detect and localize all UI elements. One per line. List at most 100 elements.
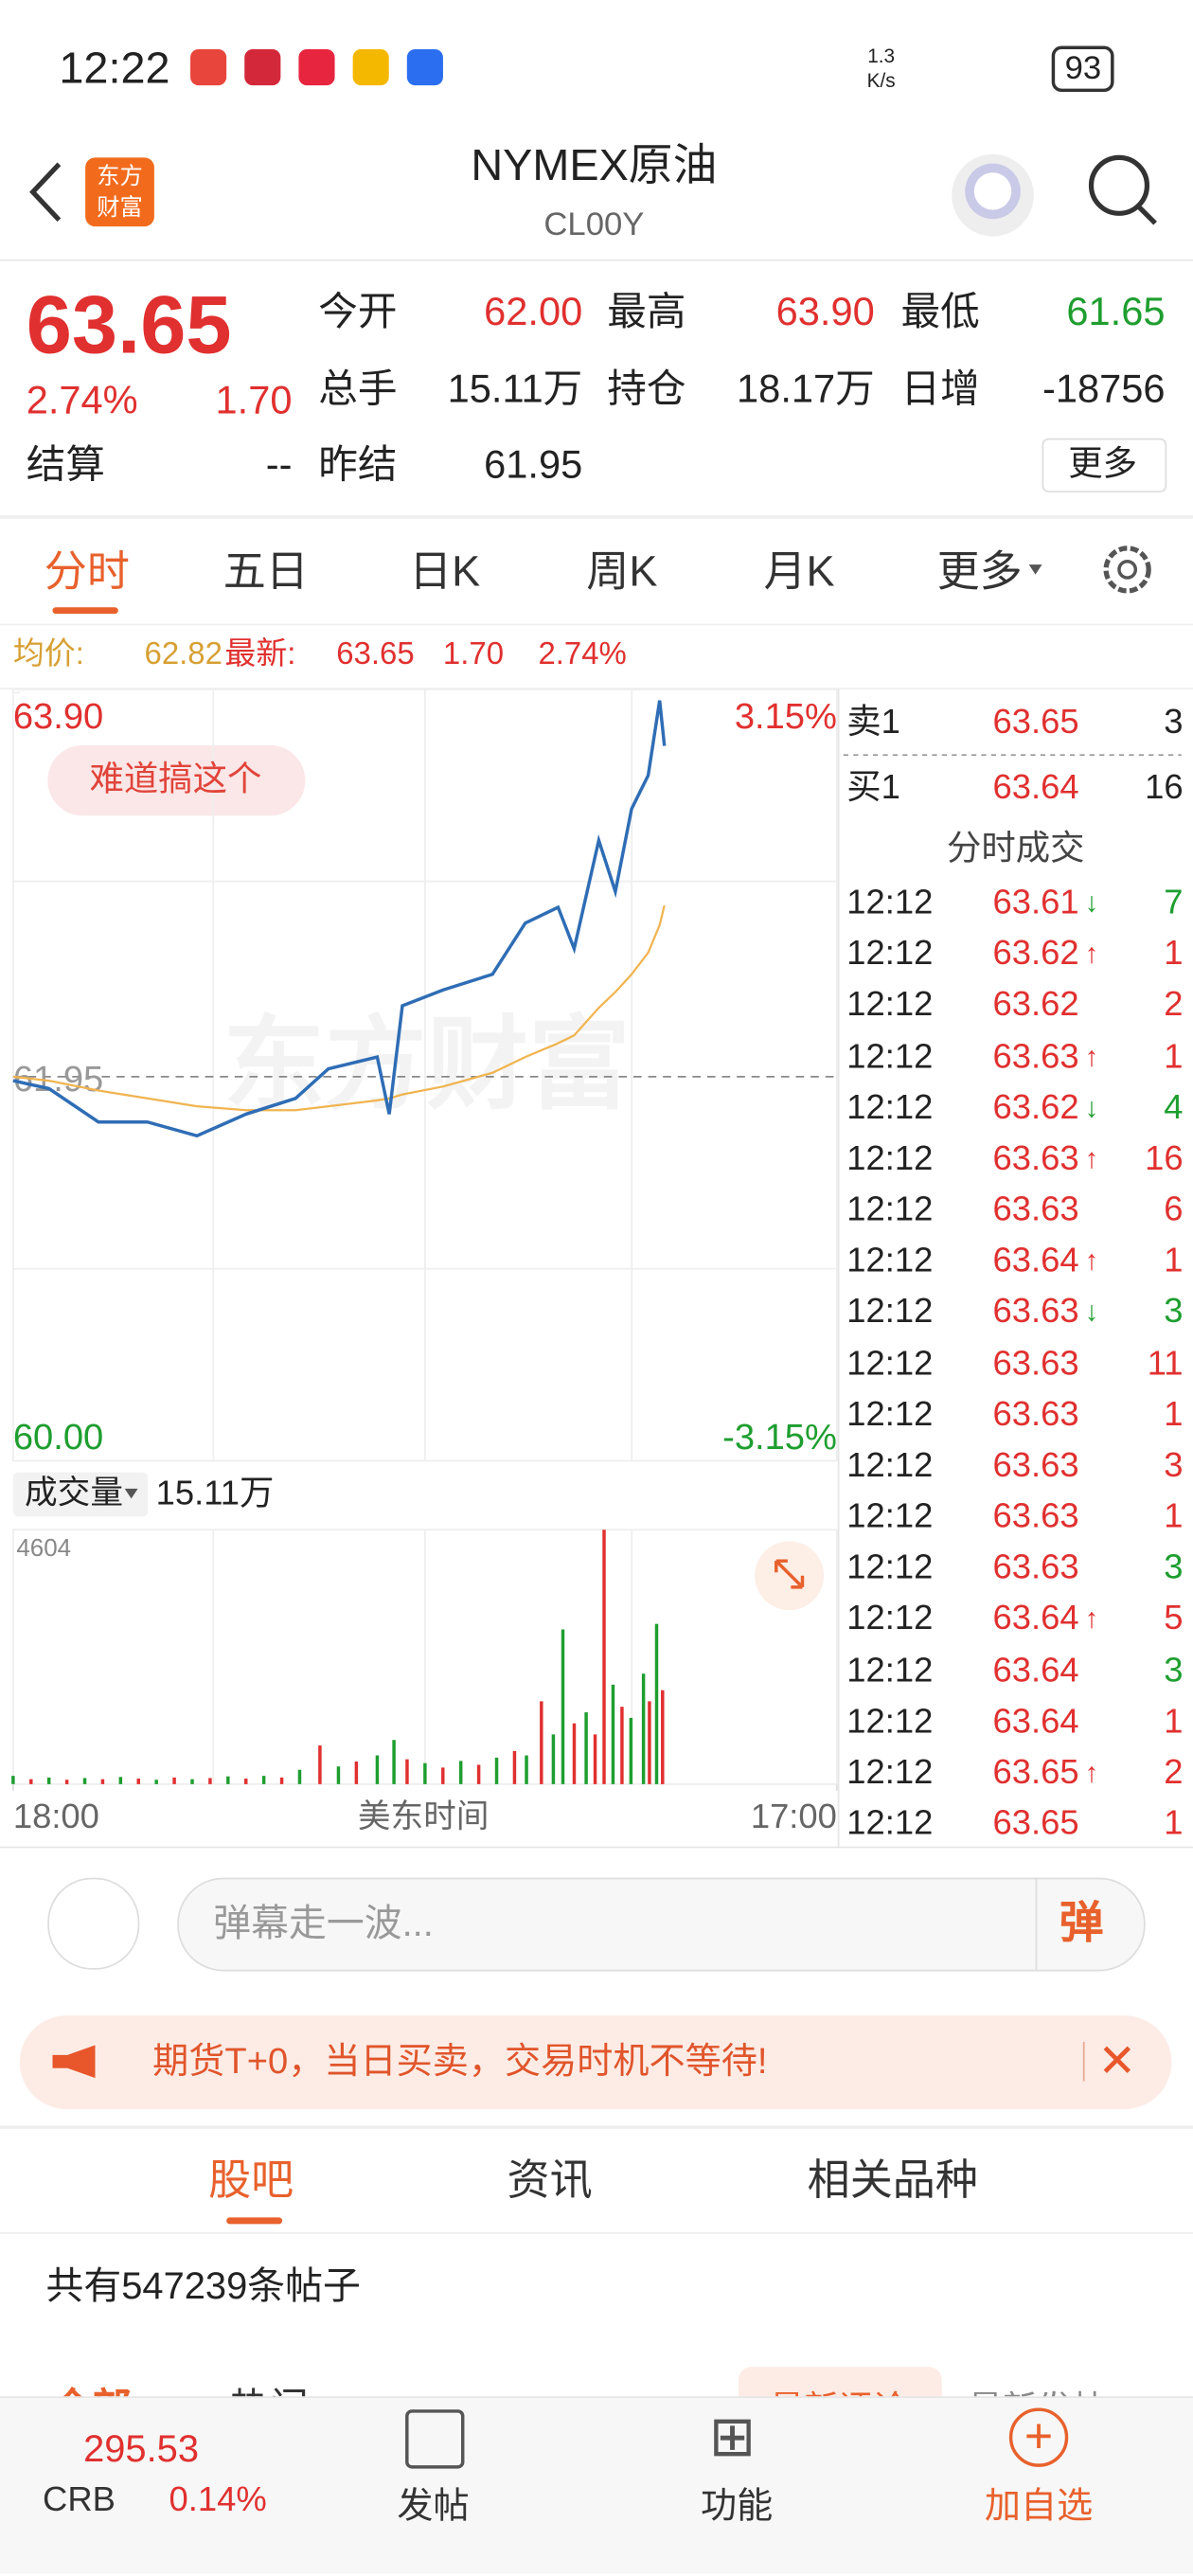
add-icon[interactable]: + <box>1008 2407 1069 2467</box>
volume-bar <box>336 1766 341 1784</box>
trade-price: 63.61 <box>992 884 1079 922</box>
trade-price: 63.63 <box>992 1395 1079 1434</box>
divider <box>0 2125 1193 2129</box>
volume-bar <box>476 1764 481 1784</box>
net-speed: K/s <box>866 68 896 93</box>
field-value: 62.00 <box>484 290 583 335</box>
index-value[interactable]: 295.53 <box>83 2426 200 2470</box>
volume-bar <box>661 1690 665 1784</box>
trade-price: 63.62 <box>992 935 1079 974</box>
volume-bar <box>602 1530 606 1784</box>
banner-bg[interactable] <box>19 2015 1172 2110</box>
trade-arrow: ↓ <box>1084 1296 1099 1328</box>
trade-time: 12:12 <box>846 1446 934 1485</box>
field-label: 今开 <box>318 290 398 335</box>
volume-bar <box>244 1779 248 1784</box>
trade-arrow: ↑ <box>1084 1142 1099 1174</box>
banner-text[interactable]: 期货T+0，当日买卖，交易时机不等待! <box>152 2040 768 2082</box>
more-button[interactable] <box>1042 438 1167 492</box>
volume-bar <box>82 1778 87 1784</box>
tab[interactable]: 月K <box>763 546 835 597</box>
trade-time: 12:12 <box>846 1548 934 1587</box>
trade-volume: 6 <box>1164 1190 1184 1229</box>
trade-volume: 16 <box>1145 1139 1184 1178</box>
trade-time: 12:12 <box>846 1088 934 1127</box>
trade-time: 12:12 <box>846 1395 934 1434</box>
section-tab[interactable]: 相关品种 <box>807 2155 978 2205</box>
trade-arrow: ↑ <box>1084 1603 1099 1635</box>
logo-text[interactable]: 财富 <box>97 193 143 221</box>
divider <box>0 2232 1193 2234</box>
notification-icon <box>352 48 389 86</box>
post-icon[interactable] <box>405 2409 465 2469</box>
comment-icon[interactable] <box>47 1877 140 1970</box>
trade-time: 12:12 <box>846 1139 934 1178</box>
volume-bar <box>118 1777 123 1784</box>
logo[interactable] <box>85 157 154 227</box>
back-icon <box>29 162 62 223</box>
value: -- <box>265 442 293 488</box>
nav-item[interactable]: 加自选 <box>984 2484 1094 2527</box>
close-button[interactable] <box>1082 2041 1085 2082</box>
trade-time: 12:12 <box>846 1344 934 1383</box>
change: 1.70 <box>215 379 293 424</box>
volume-bar <box>540 1701 543 1784</box>
trade-price: 63.63 <box>992 1344 1079 1383</box>
trade-time: 12:12 <box>846 1293 934 1332</box>
tab[interactable]: 日K <box>409 546 481 597</box>
change: 1.70 <box>442 637 505 672</box>
avg-line <box>12 904 666 1112</box>
search-icon <box>1136 205 1157 225</box>
tab[interactable]: 更多 <box>936 546 1023 597</box>
book-price: 63.64 <box>992 768 1079 807</box>
trade-volume: 1 <box>1164 1497 1184 1536</box>
nav-item[interactable]: 功能 <box>701 2484 774 2527</box>
volume-selector[interactable] <box>12 1472 148 1517</box>
close-icon[interactable]: ✕ <box>1097 2035 1137 2086</box>
volume-total: 15.11万 <box>155 1475 275 1513</box>
volume-label[interactable]: 成交量 <box>24 1476 123 1512</box>
x-tick-label: 18:00 <box>13 1797 99 1835</box>
field-label: 昨结 <box>318 442 398 488</box>
danmaku-button[interactable]: 弹 <box>1059 1898 1104 1948</box>
section-tab[interactable]: 股吧 <box>208 2155 294 2205</box>
trade-price: 63.65 <box>992 1753 1079 1792</box>
section-tab[interactable]: 资讯 <box>507 2155 593 2205</box>
field-value: 61.95 <box>484 442 583 488</box>
function-icon[interactable]: ⊞ <box>708 2406 757 2469</box>
section-underline <box>226 2217 283 2225</box>
volume-bar <box>261 1776 266 1784</box>
index-pct[interactable]: 0.14% <box>169 2480 267 2519</box>
avatar[interactable] <box>952 153 1034 237</box>
divider <box>0 515 1193 519</box>
notification-icon <box>406 48 443 86</box>
bubble-text[interactable]: 难道搞这个 <box>89 760 262 799</box>
more-button-text[interactable]: 更多 <box>1068 445 1138 484</box>
latest: 63.65 <box>336 637 415 672</box>
index-name[interactable]: CRB <box>43 2480 116 2519</box>
volume-bar <box>64 1780 69 1784</box>
book-volume: 3 <box>1164 703 1184 742</box>
trade-price: 63.63 <box>992 1497 1079 1536</box>
comment-input[interactable] <box>177 1877 1146 1972</box>
latest-label: 最新: <box>224 637 296 672</box>
pct-label: 3.15% <box>735 696 837 737</box>
volume-bar <box>629 1717 633 1784</box>
volume-bar <box>392 1740 396 1784</box>
trade-arrow: ↑ <box>1084 1040 1099 1072</box>
trade-price: 63.62 <box>992 986 1079 1025</box>
bubble[interactable] <box>47 744 306 816</box>
volume-bar <box>46 1777 51 1784</box>
tab[interactable]: 分时 <box>44 546 130 597</box>
notification-icon <box>244 48 281 86</box>
trade-volume: 3 <box>1164 1446 1184 1485</box>
volume-bar <box>172 1777 176 1784</box>
volume-bar <box>512 1750 517 1784</box>
logo-text[interactable]: 东方 <box>97 162 143 189</box>
net-speed: 1.3 <box>867 44 896 68</box>
tab[interactable]: 周K <box>586 546 658 597</box>
nav-item[interactable]: 发帖 <box>397 2484 470 2527</box>
placeholder[interactable]: 弹幕走一波... <box>213 1901 434 1944</box>
clock: 12:22 <box>59 43 170 93</box>
tab[interactable]: 五日 <box>223 546 309 597</box>
